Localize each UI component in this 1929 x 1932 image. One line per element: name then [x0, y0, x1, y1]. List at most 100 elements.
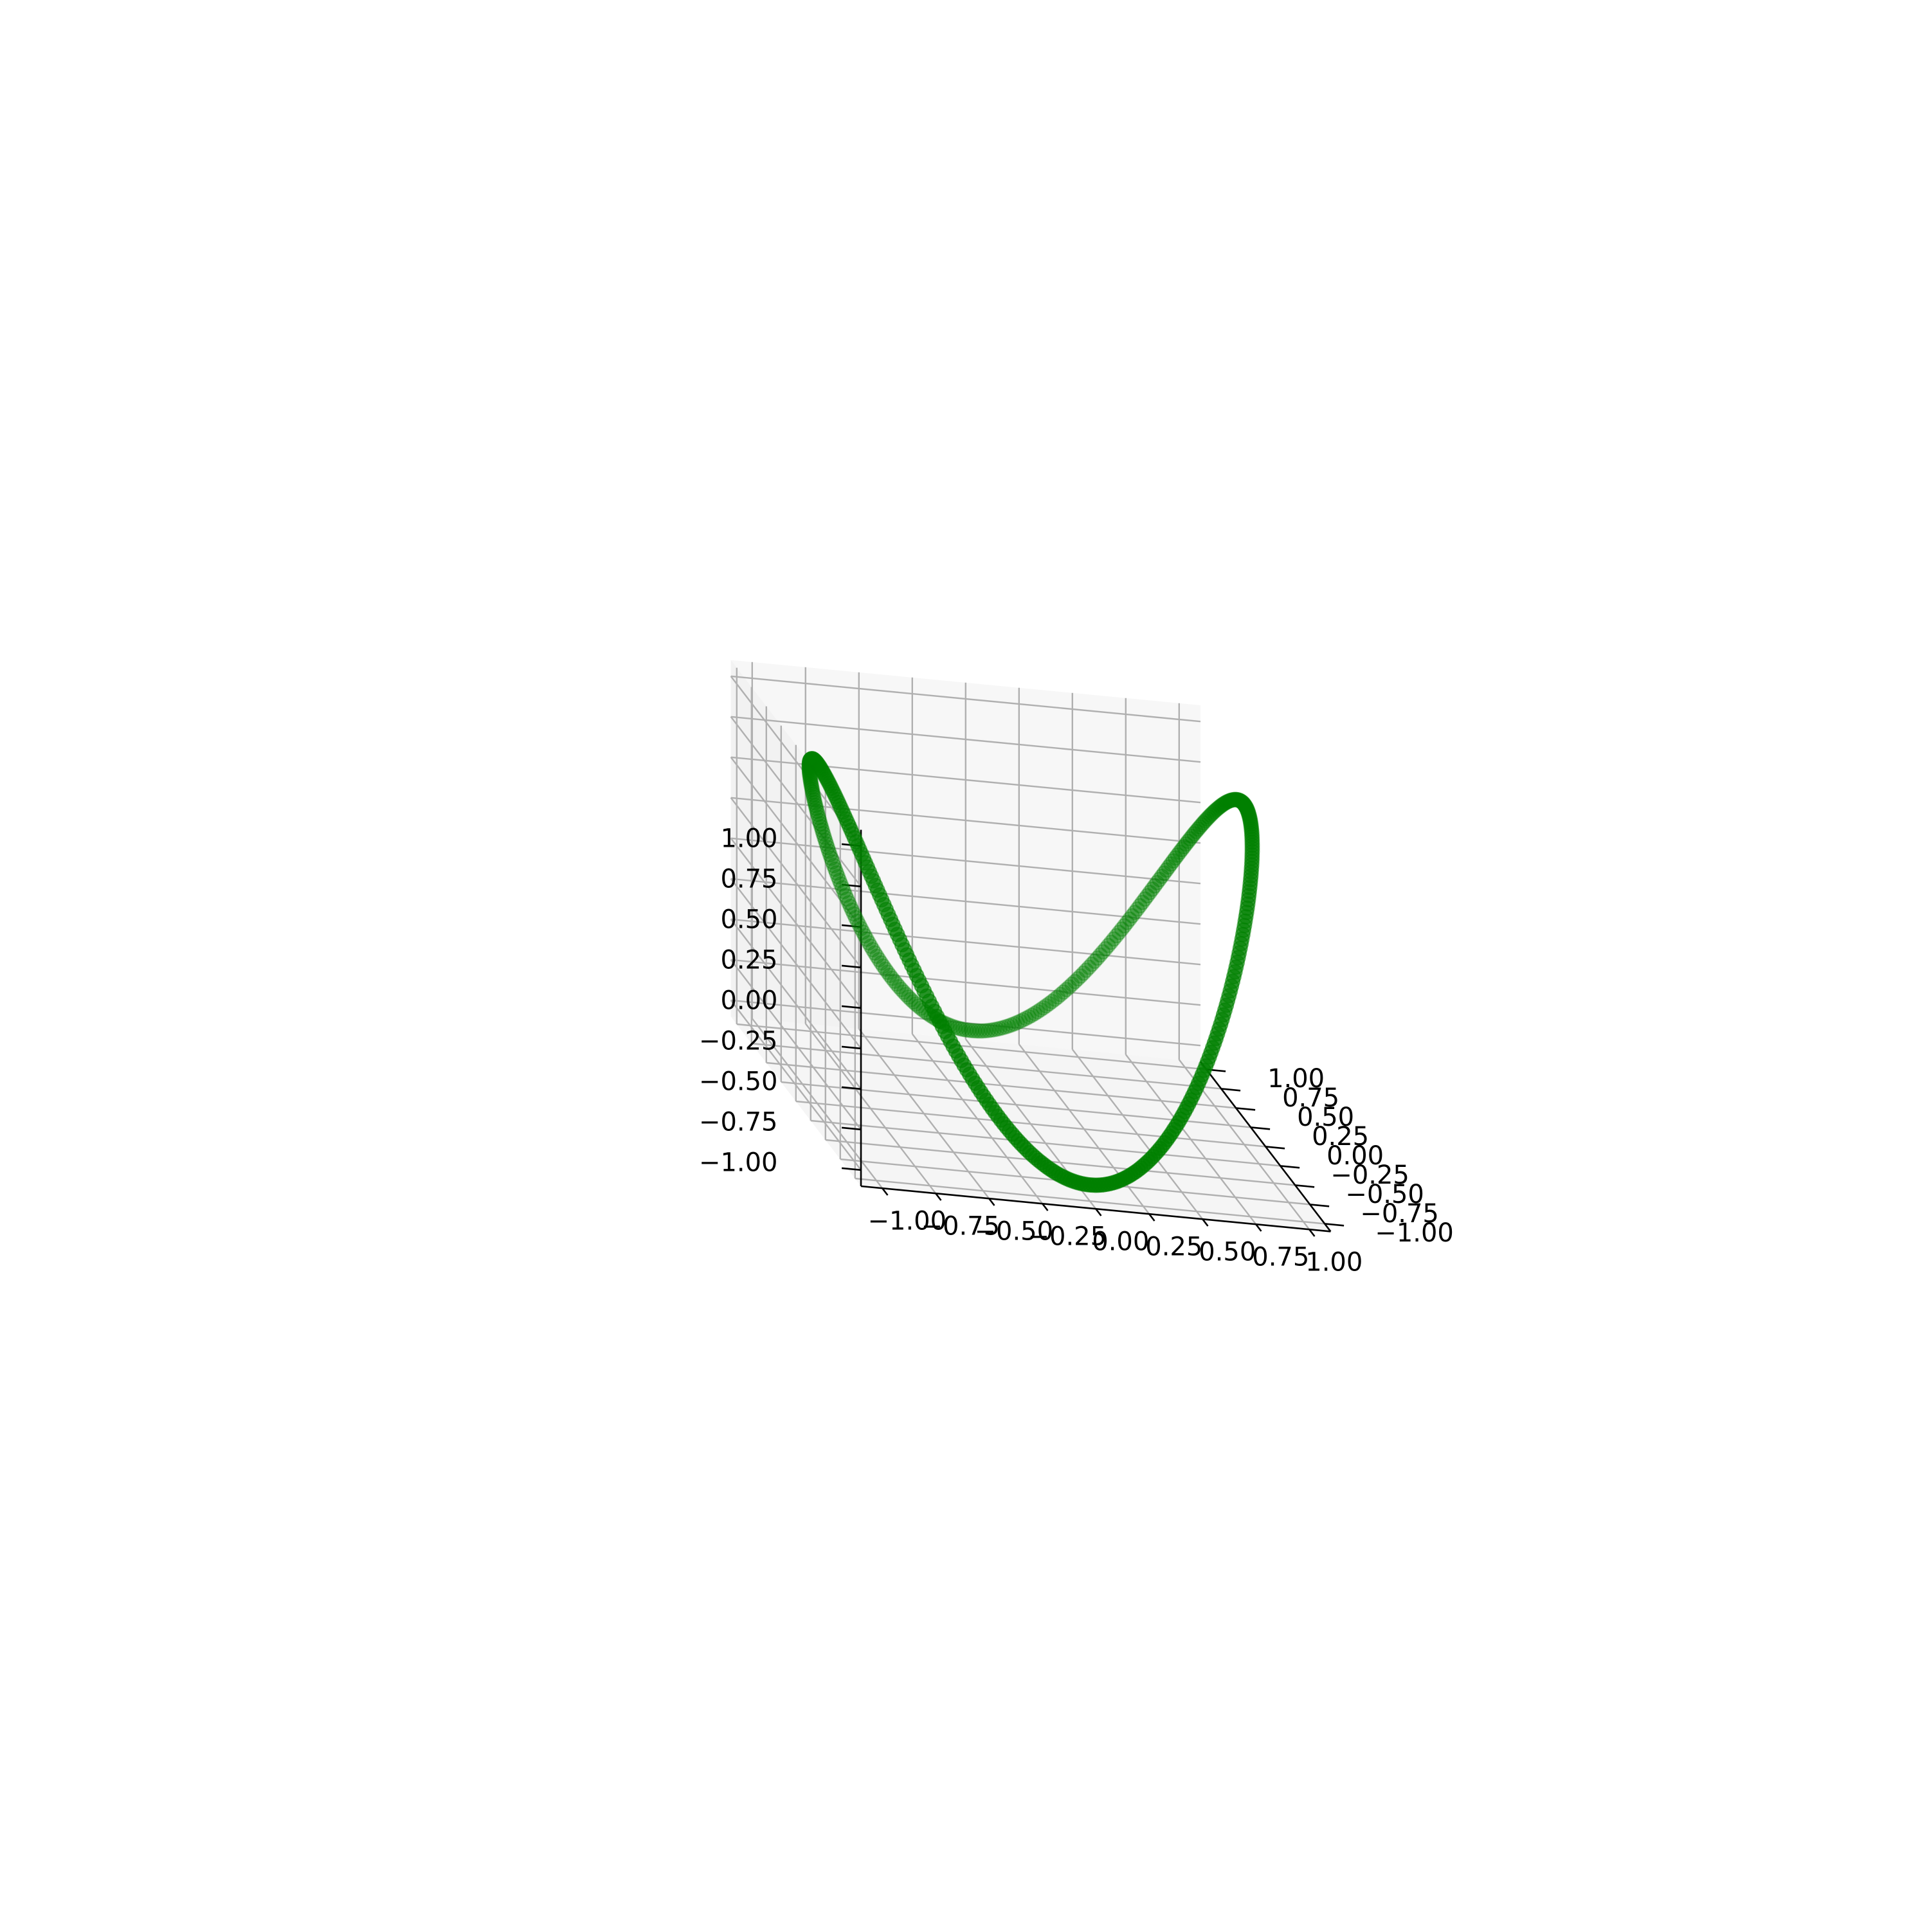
data-point [1227, 791, 1244, 808]
data-point [807, 795, 823, 811]
data-point [1217, 795, 1233, 811]
gridline-x [1125, 1054, 1257, 1225]
data-point [804, 782, 820, 797]
data-point [811, 809, 827, 826]
data-point [806, 752, 822, 768]
scatter-points [801, 751, 1260, 1193]
data-point [1220, 793, 1236, 809]
data-point [871, 952, 887, 968]
data-point [1227, 791, 1243, 808]
data-point [842, 899, 858, 914]
data-point [964, 1023, 979, 1038]
data-point [1076, 965, 1091, 981]
data-point [827, 862, 843, 877]
data-point [1188, 824, 1204, 840]
data-point [1081, 959, 1097, 975]
data-point [1035, 1000, 1051, 1016]
data-point [833, 876, 849, 892]
data-point [826, 858, 842, 874]
data-point [867, 945, 883, 961]
data-point [802, 768, 818, 784]
data-point [1139, 888, 1155, 904]
y-tick [1280, 1165, 1300, 1169]
data-point [1056, 984, 1071, 1000]
data-point [1178, 836, 1194, 852]
data-point [1213, 797, 1229, 813]
data-point [801, 757, 817, 773]
data-point [1100, 937, 1116, 953]
y-tick-label: −0.75 [1360, 1199, 1439, 1229]
data-point [1215, 797, 1231, 812]
data-point [802, 773, 819, 788]
data-point [1010, 1015, 1025, 1031]
data-point [1154, 869, 1170, 884]
z-tick-label: 0.75 [720, 864, 777, 894]
x-tick-label: 0.00 [1092, 1227, 1149, 1257]
gridline-y [751, 1042, 1222, 1090]
data-point [865, 942, 881, 958]
data-point [804, 779, 820, 795]
data-point [995, 1020, 1011, 1036]
data-point [1012, 1013, 1028, 1029]
data-point [806, 752, 822, 768]
data-point [955, 1022, 971, 1038]
data-point [989, 1021, 1005, 1037]
data-point [1219, 794, 1235, 810]
data-point [961, 1022, 977, 1038]
y-tick-label: 0.75 [1282, 1083, 1339, 1113]
data-point [1134, 894, 1150, 910]
data-point [816, 829, 832, 845]
data-point [805, 751, 820, 767]
z-tick [841, 1086, 862, 1090]
x-tick [1095, 1208, 1102, 1216]
data-point [884, 970, 900, 986]
x-tick [1148, 1213, 1155, 1222]
data-point [1124, 908, 1140, 924]
gridline-y [736, 1023, 1207, 1070]
data-point [1146, 878, 1163, 894]
data-point [849, 914, 865, 929]
data-point [819, 836, 835, 852]
data-point [1149, 874, 1165, 890]
y-tick [1310, 1204, 1330, 1207]
data-point [893, 982, 909, 997]
data-point [1121, 911, 1137, 927]
data-point [875, 958, 891, 974]
data-point [1137, 891, 1153, 907]
x-tick-label: 1.00 [1305, 1248, 1363, 1277]
data-point [859, 931, 874, 947]
data-point [837, 887, 853, 903]
data-point [824, 854, 840, 870]
data-point [1224, 792, 1240, 808]
data-point [804, 751, 820, 767]
x-tick [988, 1198, 995, 1206]
data-point [986, 1022, 1002, 1038]
data-point [831, 872, 847, 889]
data-point [853, 921, 869, 937]
data-point [1159, 862, 1174, 878]
y-tick-label: 0.00 [1327, 1141, 1384, 1171]
data-point [1116, 918, 1132, 934]
data-point [803, 777, 819, 793]
data-point [810, 755, 825, 771]
data-point [835, 880, 851, 896]
gridline-y [766, 1061, 1236, 1109]
x-tick [935, 1193, 942, 1201]
data-point [1229, 791, 1245, 808]
data-point [1073, 968, 1089, 984]
data-point [1070, 971, 1086, 987]
data-point [863, 938, 879, 954]
data-point [851, 917, 867, 933]
gridline-y [795, 1100, 1266, 1148]
gridline-z [730, 716, 862, 887]
data-point [1165, 853, 1181, 869]
data-point [801, 757, 817, 772]
data-point [1082, 1177, 1098, 1193]
gridline-z [730, 756, 1201, 804]
data-point [1044, 993, 1060, 1009]
gridline-z [730, 675, 1201, 723]
data-point [855, 924, 871, 940]
data-point [983, 1022, 999, 1038]
data-point [836, 883, 852, 899]
